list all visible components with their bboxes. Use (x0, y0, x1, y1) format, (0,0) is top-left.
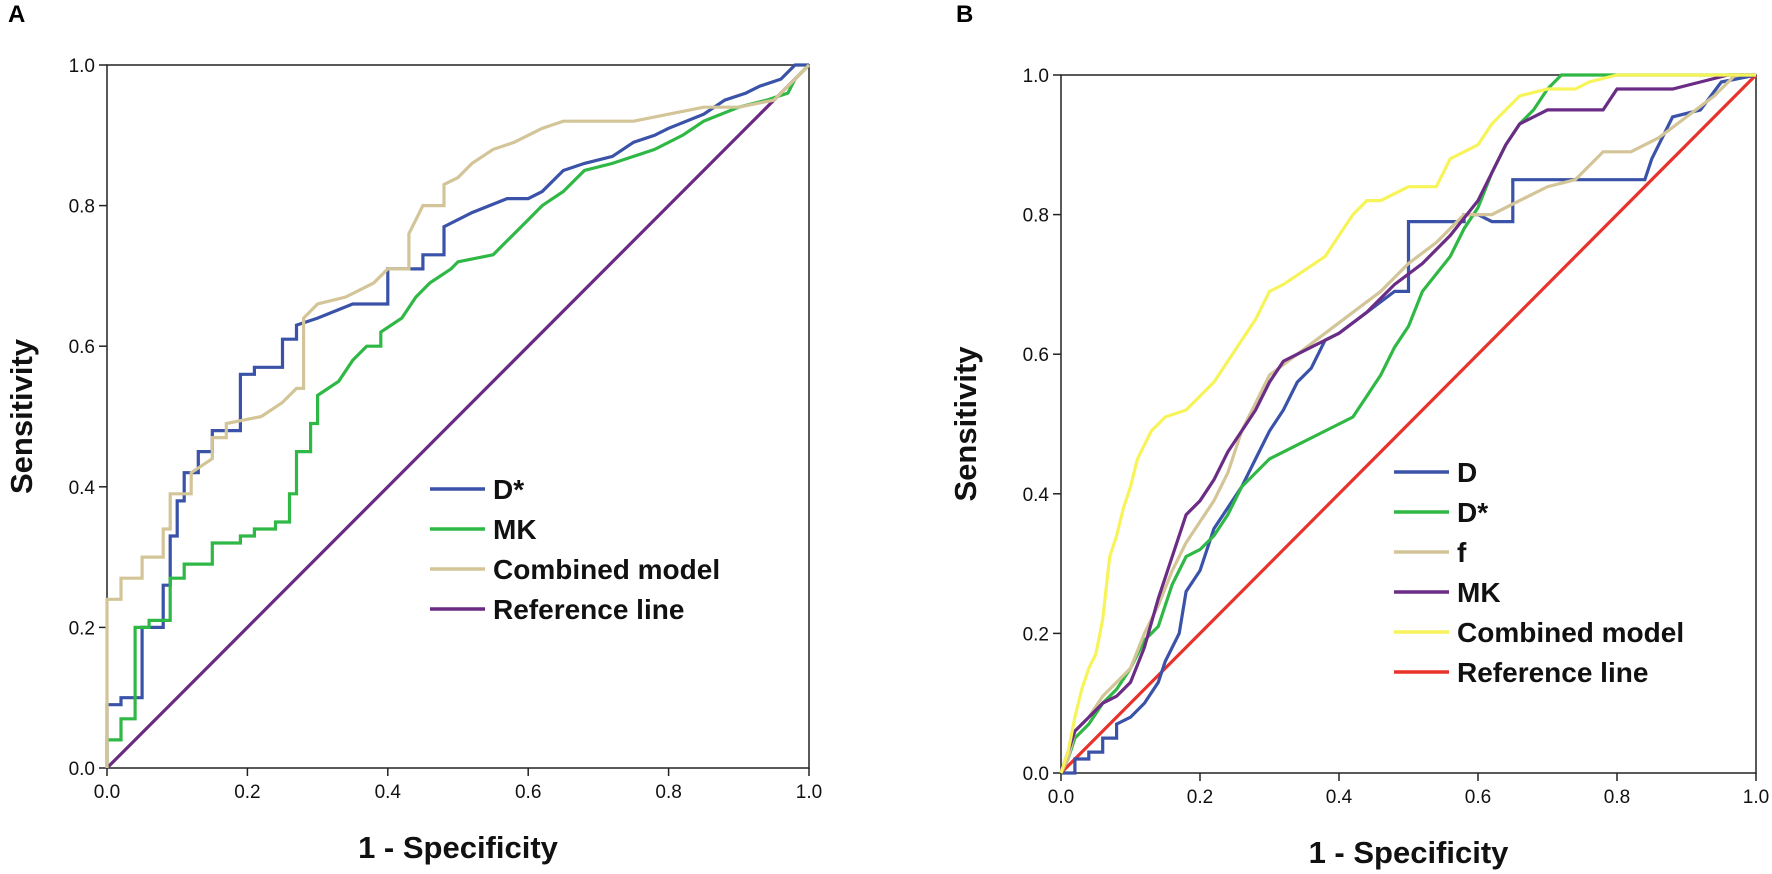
legend-label-combined-model: Combined model (493, 554, 720, 585)
series-line-d-star (105, 63, 809, 768)
legend-label-d-star: D* (1457, 497, 1488, 528)
plot-frame (1060, 74, 1757, 774)
series-line-d (1061, 73, 1757, 775)
legend-label-reference-line: Reference line (493, 594, 684, 625)
x-tick-label: 0.0 (1048, 787, 1074, 808)
y-tick-label: 0.0 (69, 759, 95, 780)
y-tick-label: 0.6 (1023, 345, 1049, 366)
plot-frame (106, 64, 810, 769)
y-tick-label: 0.2 (1023, 624, 1049, 645)
y-tick-label: 1.0 (69, 56, 95, 77)
panel-a-label: A (8, 1, 25, 28)
x-tick-label: 0.8 (655, 782, 681, 803)
series-line-mk (1059, 73, 1756, 774)
x-tick-label: 0.4 (375, 782, 402, 803)
legend-label-d-star: D* (493, 474, 524, 505)
x-tick-label: 1.0 (796, 782, 822, 803)
y-tick-label: 0.8 (1023, 206, 1049, 227)
x-tick-label: 0.6 (1465, 787, 1491, 808)
legend-label-mk: MK (1457, 577, 1501, 608)
y-tick-label: 0.8 (69, 197, 95, 218)
series-line-combined-model (1059, 73, 1756, 774)
x-axis-title: 1 - Specificity (358, 830, 559, 865)
roc-chart-a: 0.0 0.2 0.4 0.6 0.8 1.0 0.0 0.2 0.4 0.6 0.8 1.0 1 - … (4, 56, 822, 865)
y-tick-label: 0.2 (69, 618, 95, 639)
y-axis-title: Sensitivity (4, 338, 39, 494)
legend-label-f: f (1457, 537, 1467, 568)
x-tick-label: 0.0 (94, 782, 120, 803)
x-tick-label: 0.8 (1604, 787, 1630, 808)
roc-chart-b: 0.0 0.2 0.4 0.6 0.8 1.0 0.0 0.2 0.4 0.6 0.8 1.0 1 - … (948, 66, 1769, 870)
x-tick-label: 0.6 (515, 782, 541, 803)
legend-label-reference-line: Reference line (1457, 657, 1648, 688)
y-tick-label: 1.0 (1023, 66, 1049, 87)
series-line-combined-model (105, 63, 811, 768)
series-line-f (1059, 73, 1756, 774)
x-tick-label: 0.2 (1187, 787, 1213, 808)
x-tick-label: 0.4 (1326, 787, 1353, 808)
panel-b-label: B (956, 1, 973, 28)
series-line-reference-line (105, 63, 811, 770)
y-axis-title: Sensitivity (948, 346, 983, 502)
x-tick-label: 0.2 (234, 782, 260, 803)
legend-label-combined-model: Combined model (1457, 617, 1684, 648)
series-line-reference-line (1059, 73, 1758, 775)
y-tick-label: 0.6 (69, 337, 95, 358)
legend-label-mk: MK (493, 514, 537, 545)
y-tick-label: 0.4 (69, 478, 96, 499)
x-tick-label: 1.0 (1743, 787, 1769, 808)
series-line-mk (105, 63, 811, 768)
x-axis-title: 1 - Specificity (1309, 835, 1510, 870)
y-tick-label: 0.0 (1023, 764, 1049, 785)
legend-label-d: D (1457, 457, 1477, 488)
y-tick-label: 0.4 (1023, 485, 1050, 506)
